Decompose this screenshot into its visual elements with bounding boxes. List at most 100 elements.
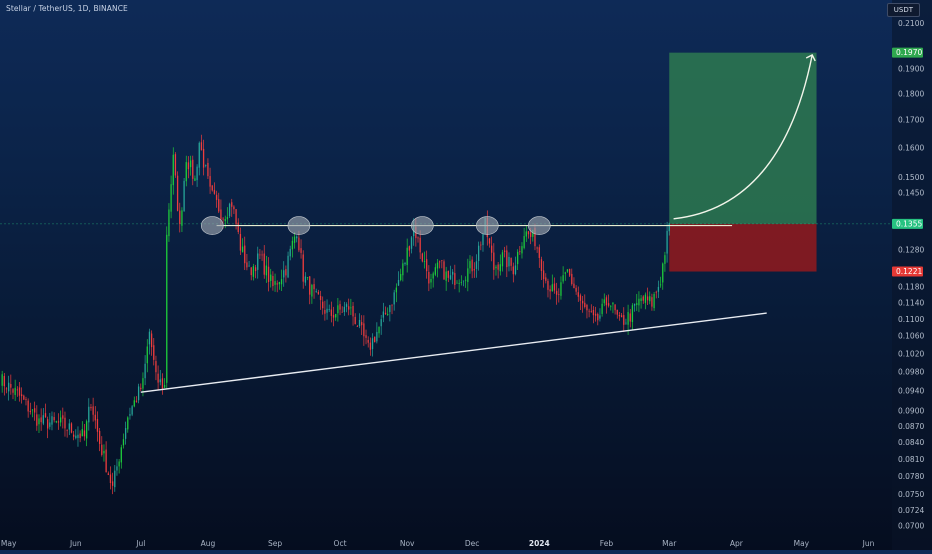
candle-body [14, 387, 16, 395]
candle-body [34, 408, 36, 413]
candle-body [257, 253, 259, 270]
candle-body [92, 406, 94, 415]
y-tick-label: 0.0900 [898, 407, 924, 416]
candle-body [458, 283, 460, 284]
touch-point-marker[interactable] [476, 216, 499, 235]
touch-point-marker[interactable] [200, 216, 224, 235]
candle-body [252, 266, 255, 277]
candle-body [90, 406, 92, 409]
candle-body [521, 246, 523, 254]
take-profit-zone[interactable] [669, 52, 817, 224]
candle-body [53, 417, 55, 421]
candle-body [490, 245, 493, 253]
candle-body [640, 298, 642, 302]
candle-body [623, 315, 625, 325]
candle-body [542, 270, 545, 280]
candle-body [473, 269, 475, 271]
candle-body [8, 382, 10, 392]
candle-body [475, 261, 478, 269]
currency-badge[interactable]: USDT [886, 3, 920, 17]
candle-body [532, 230, 534, 237]
y-tick-label: 0.0810 [898, 455, 924, 464]
candle-body [306, 277, 309, 278]
candle-body [49, 422, 51, 427]
candle-body [244, 245, 246, 264]
candle-body [499, 264, 501, 272]
x-tick-label: Sep [268, 539, 282, 548]
candle-body [70, 423, 73, 433]
x-tick-label: Jul [135, 539, 145, 548]
candle-body [337, 305, 339, 314]
candle-body [319, 295, 322, 301]
candle-body [44, 413, 47, 418]
candle-body [488, 238, 491, 244]
candle-body [283, 270, 285, 278]
candle-body [478, 245, 480, 262]
candle-body [304, 276, 307, 283]
candle-body [657, 286, 660, 292]
chart-title: Stellar / TetherUS, 1D, BINANCE [6, 4, 128, 13]
candle-body [272, 276, 274, 287]
candle-body [659, 284, 662, 286]
touch-point-marker[interactable] [287, 216, 311, 235]
candle-body [326, 308, 328, 313]
candle-body [421, 253, 423, 262]
candle-body [651, 297, 653, 307]
y-tick-label: 0.1700 [898, 116, 924, 125]
touch-point-marker[interactable] [411, 216, 434, 235]
candle-body [36, 414, 38, 426]
candle-body [150, 333, 153, 348]
candle-body [374, 336, 376, 343]
candle-body [298, 237, 300, 251]
y-tick-label: 0.1140 [898, 298, 924, 307]
y-tick-label: 0.0980 [898, 368, 924, 377]
candle-body [12, 389, 14, 393]
candle-body [376, 331, 378, 342]
candle-body [454, 273, 456, 286]
candle-body [267, 266, 270, 282]
candle-body [649, 296, 651, 302]
stop-loss-zone[interactable] [669, 223, 817, 272]
candle-body [40, 417, 42, 423]
price-tag-label: 0.1970 [896, 48, 922, 57]
candle-body [328, 309, 330, 310]
candle-body [181, 210, 183, 226]
touch-point-marker[interactable] [527, 216, 551, 235]
candle-body [187, 162, 190, 170]
candle-body [77, 434, 79, 438]
candle-body [350, 307, 352, 309]
y-tick-label: 0.0700 [898, 522, 924, 531]
candle-body [395, 287, 398, 293]
x-tick-label: Nov [400, 539, 415, 548]
candle-body [348, 306, 350, 310]
candle-body [519, 251, 521, 252]
candle-body [618, 314, 621, 317]
candle-body [345, 304, 348, 307]
price-tag-label: 0.1355 [896, 219, 922, 228]
candle-body [603, 299, 605, 304]
y-tick-label: 0.0780 [898, 472, 924, 481]
candle-body [354, 316, 356, 325]
candle-body [330, 309, 333, 316]
candle-body [98, 430, 101, 444]
candle-body [393, 292, 395, 305]
candle-body [467, 268, 469, 283]
candle-body [118, 461, 120, 467]
candle-body [215, 194, 218, 200]
candle-body [25, 399, 27, 400]
candle-body [59, 417, 62, 423]
candle-body [31, 409, 34, 411]
candle-body [367, 339, 369, 343]
candle-body [410, 237, 413, 249]
candle-body [291, 240, 294, 250]
projection-arrow[interactable] [673, 54, 813, 220]
candle-body [322, 301, 324, 309]
candle-body [631, 305, 634, 323]
candle-body [174, 154, 177, 176]
candle-body [233, 206, 235, 210]
candle-body [237, 222, 239, 233]
support-trendline[interactable] [140, 312, 767, 393]
candle-body [579, 295, 582, 301]
candle-body [452, 271, 454, 275]
